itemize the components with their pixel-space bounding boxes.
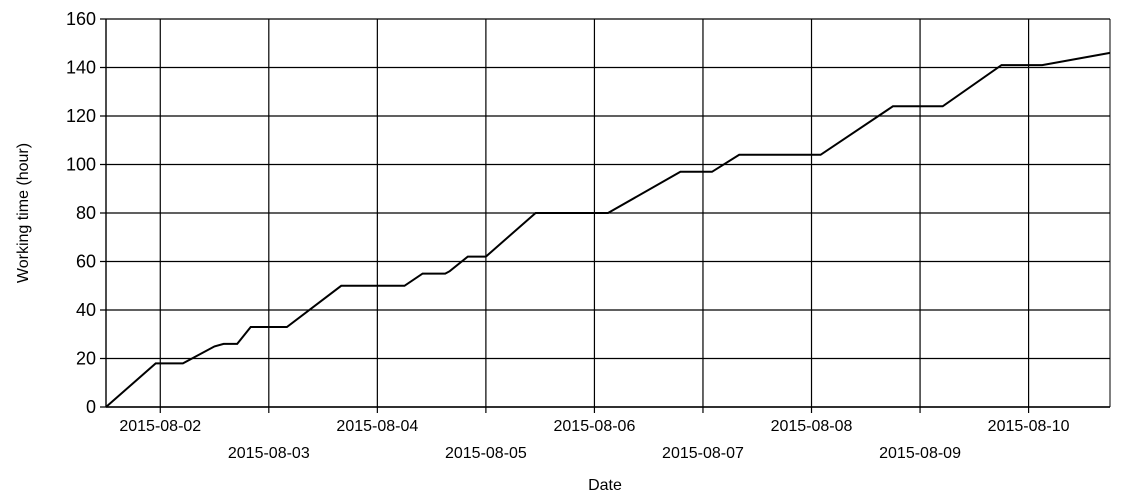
y-tick-label: 80 [76, 203, 96, 223]
y-tick-label: 40 [76, 300, 96, 320]
x-tick-label: 2015-08-03 [228, 445, 310, 462]
series-line [105, 51, 1111, 408]
x-tick-label: 2015-08-04 [336, 418, 418, 435]
x-tick-label: 2015-08-05 [445, 445, 527, 462]
y-tick-labels: 0 20 40 60 80 100 120 140 160 [66, 9, 96, 417]
x-tick-label: 2015-08-06 [554, 418, 636, 435]
x-tick-label: 2015-08-09 [879, 445, 961, 462]
x-tick-labels: 2015-08-02 2015-08-03 2015-08-04 2015-08-05… [119, 418, 1069, 462]
x-tick-label: 2015-08-07 [662, 445, 744, 462]
x-axis-title: Date [588, 477, 622, 494]
y-axis-title: Working time (hour) [15, 143, 32, 283]
y-tick-label: 120 [66, 106, 96, 126]
chart-grid [100, 18, 1111, 413]
y-tick-label: 140 [66, 58, 96, 78]
x-tick-label: 2015-08-08 [771, 418, 853, 435]
y-tick-label: 20 [76, 349, 96, 369]
y-tick-label: 0 [86, 397, 96, 417]
x-tick-label: 2015-08-10 [988, 418, 1070, 435]
y-tick-label: 100 [66, 155, 96, 175]
y-tick-label: 160 [66, 9, 96, 29]
y-tick-label: 60 [76, 252, 96, 272]
x-tick-label: 2015-08-02 [119, 418, 201, 435]
